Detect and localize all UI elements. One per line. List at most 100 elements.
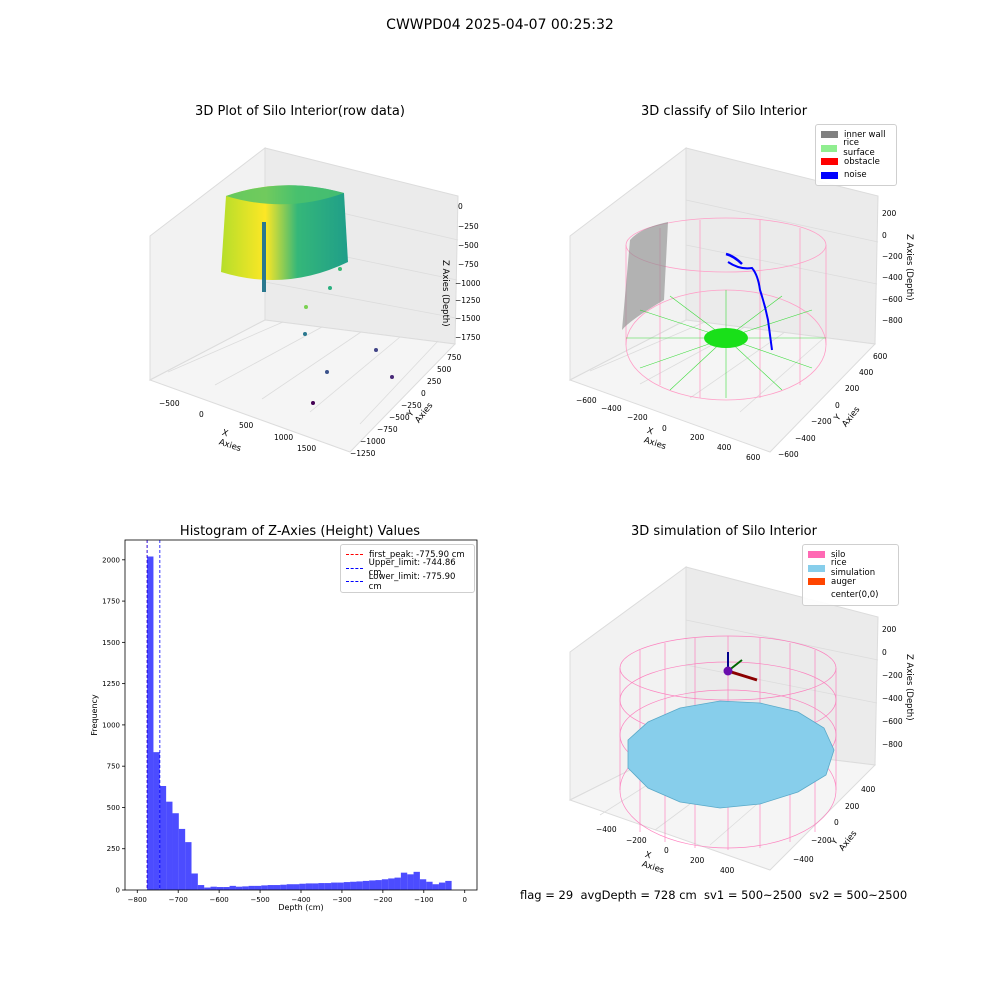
panel4-rice-simulation-surface [627, 700, 835, 809]
panel1-silo-wall-points [221, 185, 348, 280]
legend-swatch-rice-surface [821, 144, 838, 152]
histogram-x-tick-label: −800 [128, 896, 147, 904]
histogram-x-tick-label: −500 [250, 896, 269, 904]
histogram-x-tick-label: −300 [332, 896, 351, 904]
histogram-bar [362, 880, 370, 890]
histogram-x-tick-label: 0 [462, 896, 466, 904]
histogram-bar [147, 556, 154, 890]
flag-status-line: flag = 29 avgDepth = 728 cm sv1 = 500~25… [520, 888, 908, 902]
histogram-x-tick-label: −100 [414, 896, 433, 904]
panel2-3d-scatter [568, 146, 879, 453]
panel1-wall-gap [262, 222, 266, 292]
histogram-bar [159, 785, 167, 890]
histogram-y-tick-label: 1500 [102, 639, 120, 647]
histogram-y-tick-label: 1750 [102, 598, 120, 606]
histogram-bar [394, 877, 401, 890]
histogram-bar [426, 881, 433, 890]
legend-swatch-silo [808, 551, 825, 559]
histogram-x-tick-label: −600 [210, 896, 229, 904]
histogram-bar [178, 828, 186, 890]
panel3-title: Histogram of Z-Axies (Height) Values [179, 524, 421, 539]
histogram-bar [293, 884, 300, 890]
histogram-bar [166, 801, 173, 890]
legend-swatch-noise [821, 171, 838, 179]
figure-suptitle: CWWPD04 2025-04-07 00:25:32 [386, 17, 614, 33]
panel2-legend: inner wall rice surface obstacle noise [815, 124, 897, 186]
panel2-inner-wall-points [622, 222, 668, 330]
histogram-bar [388, 878, 395, 890]
histogram-y-tick-label: 250 [107, 845, 120, 853]
histogram-bar [407, 874, 414, 890]
histogram-bar [185, 842, 192, 890]
legend-line-lower-limit [346, 581, 363, 583]
histogram-bar [286, 884, 294, 890]
histogram-bar [381, 879, 389, 890]
panel2-rice-center [704, 328, 748, 348]
histogram-bar [375, 880, 382, 890]
histogram-bar [343, 882, 351, 890]
panel1-outlier-points [303, 267, 394, 405]
histogram-bar [305, 883, 313, 890]
legend-swatch-inner-wall [821, 131, 838, 139]
histogram-bar [318, 883, 325, 890]
histogram-bar [356, 881, 363, 890]
histogram-bar [229, 885, 236, 890]
histogram-bar [204, 887, 211, 890]
histogram-bar [419, 879, 427, 890]
panel1-3d-scatter [148, 146, 459, 453]
histogram-bar [369, 880, 376, 890]
histogram-bar [267, 885, 274, 890]
legend-swatch-rice-simulation [808, 564, 825, 572]
histogram-bar [210, 886, 217, 890]
histogram-y-tick-label: 2000 [102, 556, 120, 564]
panel4-title: 3D simulation of Silo Interior [631, 524, 817, 539]
histogram-bar [197, 885, 205, 890]
histogram-y-tick-label: 750 [107, 763, 120, 771]
histogram-bar [312, 883, 319, 890]
panel1-title: 3D Plot of Silo Interior(row data) [195, 104, 405, 119]
histogram-x-tick-label: −700 [169, 896, 188, 904]
histogram-bar [273, 885, 281, 890]
panel2-title: 3D classify of Silo Interior [640, 104, 808, 119]
histogram-bar [337, 882, 344, 890]
legend-line-first-peak [346, 554, 363, 556]
legend-swatch-auger [808, 578, 825, 586]
histogram-bar [216, 887, 224, 890]
histogram-bar [261, 885, 268, 890]
panel1-pane-floor [148, 319, 457, 453]
histogram-x-tick-label: −400 [291, 896, 310, 904]
histogram-bar [350, 881, 357, 890]
legend-swatch-center [808, 591, 825, 599]
histogram-ylabel: Frequency [90, 694, 99, 736]
histogram-bar [438, 882, 446, 890]
histogram-bar [172, 813, 179, 890]
histogram-xlabel: Depth (cm) [278, 903, 323, 912]
panel4-legend: silo rice simulation auger center(0,0) [802, 544, 899, 606]
panel2-noise-points [727, 261, 773, 351]
histogram-bar [445, 880, 452, 890]
histogram-bar [400, 872, 408, 890]
panel4-auger [727, 669, 758, 682]
histogram-reference-lines [146, 540, 161, 890]
histogram-bar [331, 882, 338, 890]
histogram-bar [235, 886, 243, 890]
histogram-bar [280, 884, 287, 890]
legend-swatch-obstacle [821, 158, 838, 166]
panel1-grid [167, 194, 459, 425]
histogram-x-ticks: −800 −700 −600 −500 −400 −300 −200 −100 0 [128, 890, 467, 904]
histogram-bar [153, 752, 160, 890]
histogram-bar [242, 886, 249, 890]
panel1-silo-top-edge [226, 185, 344, 205]
histogram-y-tick-label: 0 [116, 887, 120, 895]
histogram-bar [413, 871, 420, 890]
histogram-bar [248, 885, 255, 890]
histogram-y-tick-label: 500 [107, 804, 120, 812]
panel3-histogram: −800 −700 −600 −500 −400 −300 −200 −100 0 0 250 50… [90, 539, 478, 912]
histogram-bars [147, 556, 452, 890]
histogram-bar [254, 885, 262, 890]
histogram-y-tick-label: 1250 [102, 680, 120, 688]
histogram-bar [299, 883, 306, 890]
histogram-bar [432, 884, 439, 890]
panel3-legend: first_peak: -775.90 cm Upper_limit: -744… [340, 544, 475, 593]
